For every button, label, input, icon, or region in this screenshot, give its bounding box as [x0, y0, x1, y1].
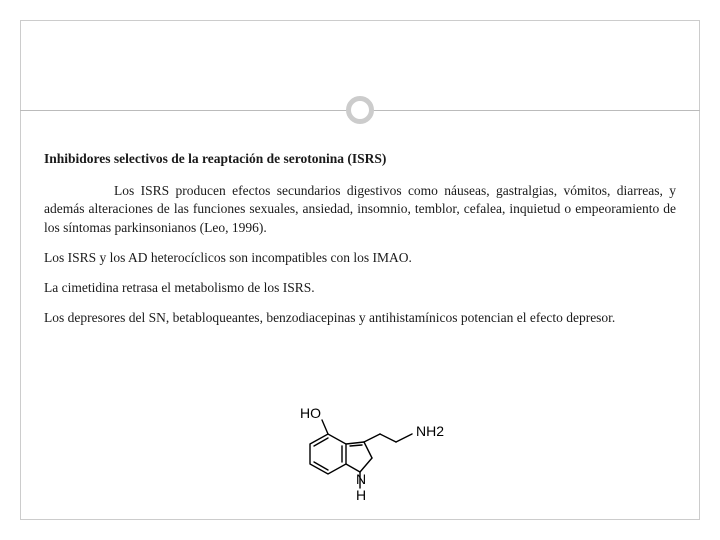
- paragraph-1-text: Los ISRS producen efectos secundarios di…: [44, 183, 676, 234]
- paragraph-2: Los ISRS y los AD heterocíclicos son inc…: [44, 249, 676, 267]
- paragraph-3: La cimetidina retrasa el metabolismo de …: [44, 279, 676, 297]
- content-area: Inhibidores selectivos de la reaptación …: [44, 150, 676, 340]
- serotonin-molecule-icon: HO NH2 N H: [270, 394, 470, 514]
- label-h: H: [356, 487, 366, 503]
- circle-ornament-icon: [346, 96, 374, 124]
- section-heading: Inhibidores selectivos de la reaptación …: [44, 150, 676, 168]
- paragraph-1: Los ISRS producen efectos secundarios di…: [44, 182, 676, 237]
- label-n: N: [356, 471, 366, 487]
- label-nh2: NH2: [416, 423, 444, 439]
- label-ho: HO: [300, 405, 321, 421]
- paragraph-4: Los depresores del SN, betabloqueantes, …: [44, 309, 676, 327]
